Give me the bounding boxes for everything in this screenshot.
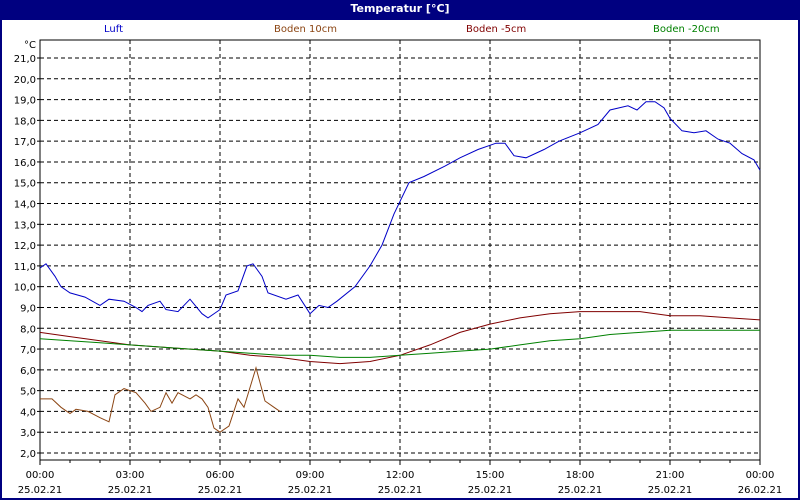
window-title: Temperatur [°C] [0,0,800,20]
svg-text:6,0: 6,0 [20,366,36,377]
svg-text:25.02.21: 25.02.21 [558,485,603,496]
svg-text:15:00: 15:00 [476,470,505,481]
svg-text:18,0: 18,0 [14,116,36,127]
svg-text:13,0: 13,0 [14,220,36,231]
svg-text:00:00: 00:00 [746,470,775,481]
svg-text:19,0: 19,0 [14,96,36,107]
svg-text:14,0: 14,0 [14,200,36,211]
svg-text:7,0: 7,0 [20,345,36,356]
svg-text:3,0: 3,0 [20,428,36,439]
svg-text:15,0: 15,0 [14,179,36,190]
svg-text:20,0: 20,0 [14,75,36,86]
svg-text:25.02.21: 25.02.21 [108,485,153,496]
svg-text:12:00: 12:00 [386,470,415,481]
svg-text:9,0: 9,0 [20,303,36,314]
svg-text:26.02.21: 26.02.21 [738,485,783,496]
svg-text:25.02.21: 25.02.21 [378,485,423,496]
legend-boden-10cm: Boden 10cm [274,24,337,35]
svg-text:11,0: 11,0 [14,262,36,273]
svg-text:25.02.21: 25.02.21 [648,485,693,496]
svg-text:16,0: 16,0 [14,158,36,169]
svg-text:25.02.21: 25.02.21 [18,485,63,496]
svg-text:18:00: 18:00 [566,470,595,481]
svg-text:21,0: 21,0 [14,54,36,65]
svg-text:2,0: 2,0 [20,449,36,460]
svg-text:25.02.21: 25.02.21 [288,485,333,496]
legend-boden-20cm: Boden -20cm [653,24,720,35]
svg-text:°C: °C [24,40,36,51]
svg-text:00:00: 00:00 [26,470,55,481]
svg-text:8,0: 8,0 [20,324,36,335]
legend-luft: Luft [104,24,123,35]
svg-text:5,0: 5,0 [20,387,36,398]
legend-boden-5cm: Boden -5cm [466,24,527,35]
svg-text:09:00: 09:00 [296,470,325,481]
svg-text:10,0: 10,0 [14,283,36,294]
svg-text:17,0: 17,0 [14,137,36,148]
svg-text:25.02.21: 25.02.21 [468,485,513,496]
svg-text:06:00: 06:00 [206,470,235,481]
svg-text:12,0: 12,0 [14,241,36,252]
svg-text:25.02.21: 25.02.21 [198,485,243,496]
svg-text:4,0: 4,0 [20,407,36,418]
svg-text:03:00: 03:00 [116,470,145,481]
svg-text:21:00: 21:00 [656,470,685,481]
